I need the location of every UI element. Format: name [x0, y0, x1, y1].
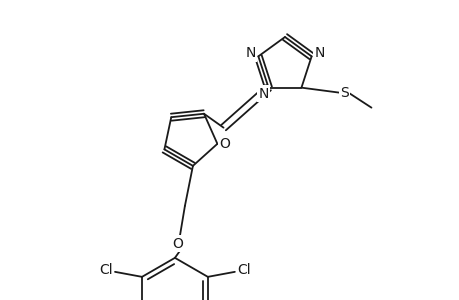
Text: N: N — [314, 46, 324, 60]
Text: Cl: Cl — [99, 263, 112, 277]
Text: N: N — [258, 87, 268, 101]
Text: O: O — [172, 237, 183, 251]
Text: O: O — [218, 137, 230, 151]
Text: N: N — [245, 46, 255, 60]
Text: S: S — [339, 86, 348, 100]
Text: Cl: Cl — [236, 263, 250, 277]
